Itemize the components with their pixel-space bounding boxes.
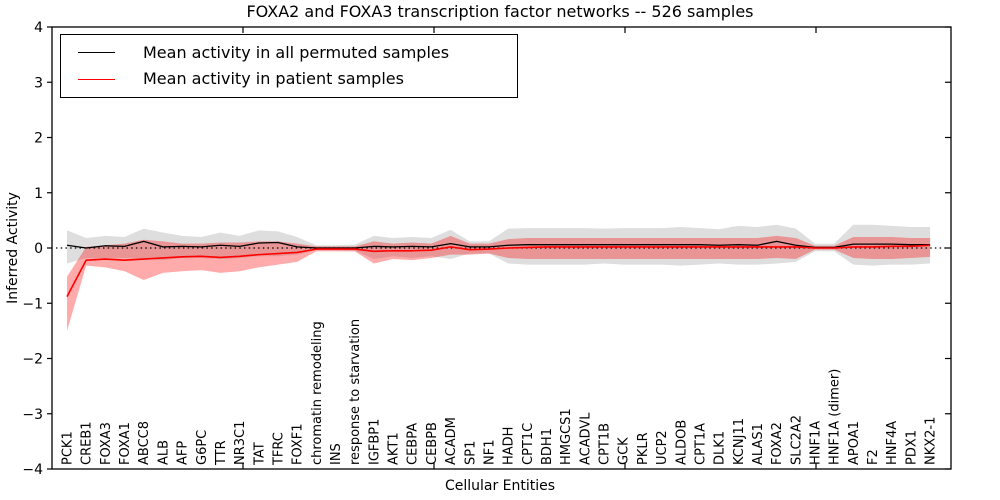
x-tick-label: ACADVL xyxy=(578,412,593,465)
x-tick-label: GCK xyxy=(617,437,632,465)
x-tick-label: HMGCS1 xyxy=(559,408,574,465)
x-tick-label: ACADM xyxy=(444,417,459,465)
x-tick-label: ALB xyxy=(156,440,171,465)
x-tick-label: HNF1A xyxy=(809,421,824,465)
x-tick-label: KCNJ11 xyxy=(732,418,747,465)
legend-item-permuted: Mean activity in all permuted samples xyxy=(61,42,517,62)
x-tick-label: NF1 xyxy=(482,440,497,465)
x-tick-label: TAT xyxy=(252,442,267,466)
y-tick-label: 2 xyxy=(34,131,43,147)
y-tick-label: −2 xyxy=(22,352,43,368)
x-tick-label: AKT1 xyxy=(387,432,402,465)
x-tick-label: TFRC xyxy=(271,432,286,466)
x-tick-label: CPT1B xyxy=(598,423,613,465)
mean-line-patient xyxy=(66,244,931,297)
chart-title: FOXA2 and FOXA3 transcription factor net… xyxy=(246,2,754,21)
x-tick-label: FOXA3 xyxy=(99,422,114,465)
x-tick-label: FOXA2 xyxy=(770,422,785,465)
x-tick-label: UCP2 xyxy=(655,430,670,465)
x-tick-label: PDX1 xyxy=(904,430,919,465)
legend: Mean activity in all permuted samples Me… xyxy=(60,34,518,98)
legend-line-sample-red xyxy=(78,78,115,80)
x-tick-label: NR3C1 xyxy=(233,421,248,465)
x-tick-label: BDH1 xyxy=(540,428,555,465)
x-tick-label: CPT1A xyxy=(693,423,708,465)
x-tick-label: ALDOB xyxy=(674,420,689,465)
x-tick-label: G6PC xyxy=(195,430,210,465)
x-tick-label: DLK1 xyxy=(713,431,728,465)
x-tick-label: HADH xyxy=(502,427,517,465)
x-tick-label: SLC2A2 xyxy=(789,415,804,465)
x-tick-label: ABCC8 xyxy=(137,421,152,465)
x-tick-label: SP1 xyxy=(463,441,478,465)
x-tick-label: HNF1A (dimer) xyxy=(828,369,843,465)
x-tick-label: FOXF1 xyxy=(291,423,306,465)
legend-label: Mean activity in patient samples xyxy=(143,69,404,89)
x-tick-label: INS xyxy=(329,443,344,465)
x-tick-label: FOXA1 xyxy=(118,422,133,465)
legend-line-sample-black xyxy=(78,52,115,54)
legend-item-patient: Mean activity in patient samples xyxy=(61,70,517,88)
x-axis-label: Cellular Entities xyxy=(444,478,556,494)
y-tick-label: −3 xyxy=(22,407,43,423)
x-tick-label: CPT1C xyxy=(521,423,536,465)
confidence-band-permuted xyxy=(67,224,931,266)
y-tick-label: 1 xyxy=(34,186,43,202)
x-tick-label: CEBPA xyxy=(406,423,421,465)
x-tick-label: IGFBP1 xyxy=(367,419,382,465)
x-tick-label: AFP xyxy=(176,441,191,465)
x-tick-label: ALAS1 xyxy=(751,423,766,465)
x-tick-label: CEBPB xyxy=(425,422,440,465)
x-tick-label: F2 xyxy=(866,449,881,465)
x-tick-label: NKX2-1 xyxy=(924,417,939,465)
x-tick-label: HNF4A xyxy=(885,421,900,465)
y-tick-label: −4 xyxy=(22,462,43,478)
x-tick-label: PKLR xyxy=(636,432,651,465)
x-tick-label: PCK1 xyxy=(61,431,76,465)
y-tick-label: 4 xyxy=(34,20,43,36)
mean-line-permuted xyxy=(66,240,931,249)
confidence-band-patient xyxy=(67,235,931,331)
y-axis-label: Inferred Activity xyxy=(5,192,21,304)
x-tick-label: response to starvation xyxy=(348,319,363,465)
y-tick-label: 0 xyxy=(34,241,43,257)
x-tick-label: APOA1 xyxy=(847,421,862,465)
y-tick-label: −1 xyxy=(22,296,43,312)
x-tick-label: chromatin remodeling xyxy=(310,321,325,465)
x-tick-label: CREB1 xyxy=(80,421,95,465)
x-tick-label: TTR xyxy=(214,440,229,466)
legend-label: Mean activity in all permuted samples xyxy=(143,42,450,62)
y-tick-label: 3 xyxy=(34,75,43,91)
